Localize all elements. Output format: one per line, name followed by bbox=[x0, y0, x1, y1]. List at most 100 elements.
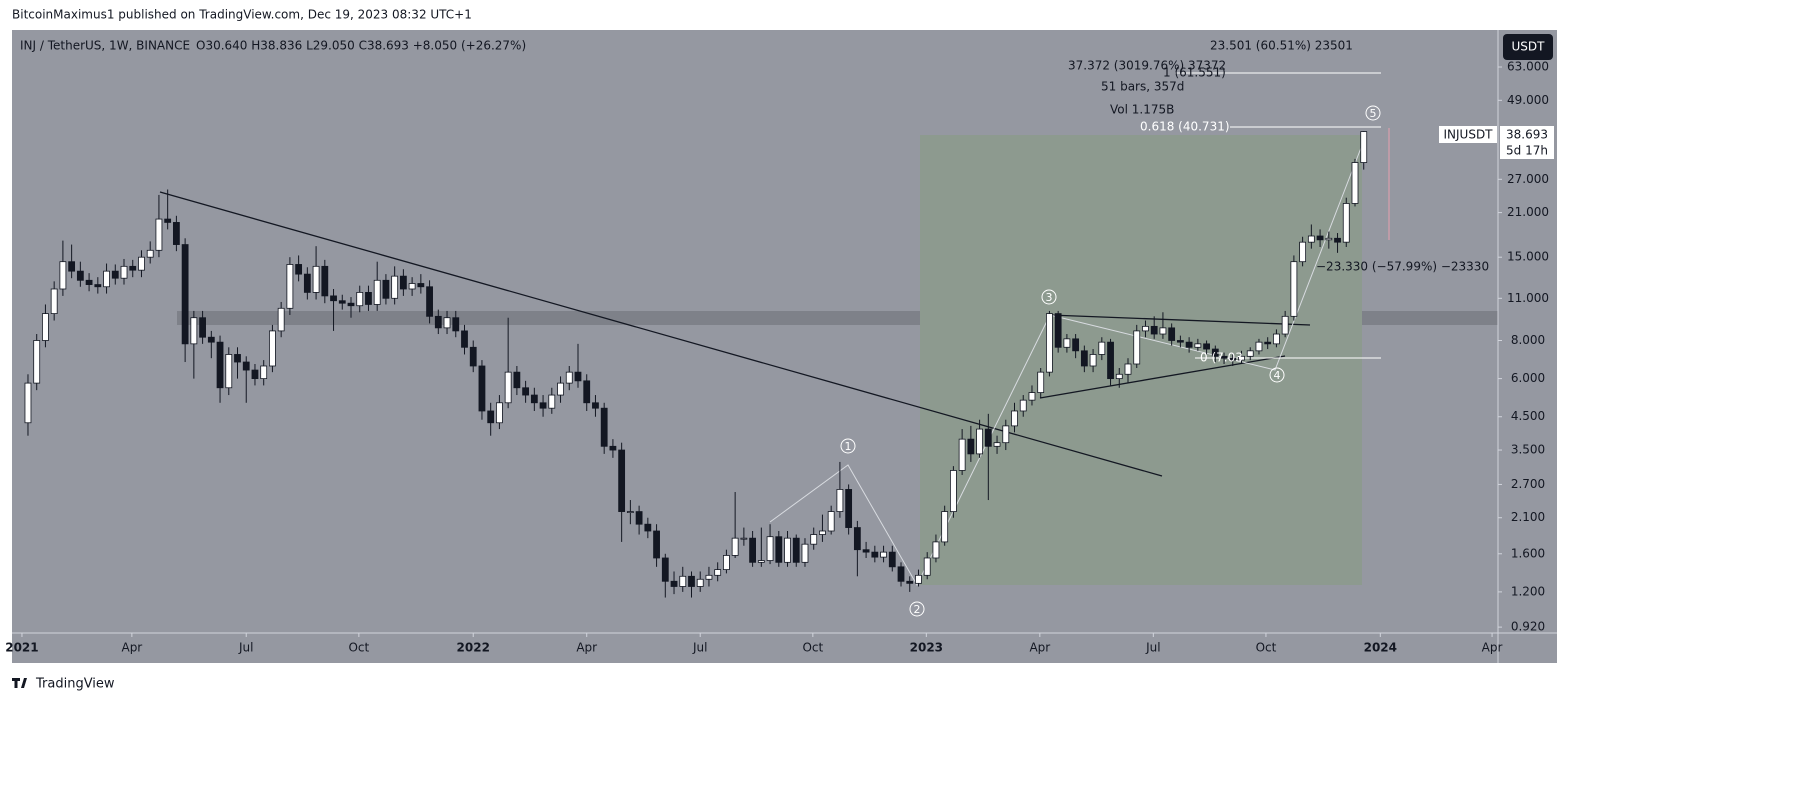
candle-body bbox=[260, 365, 268, 380]
candle-body bbox=[696, 578, 704, 587]
x-tick-label: Oct bbox=[348, 641, 369, 655]
candle-body bbox=[42, 313, 49, 341]
candle-body bbox=[1307, 235, 1315, 243]
candle-body bbox=[845, 489, 853, 528]
candle-body bbox=[391, 275, 399, 299]
candle-body bbox=[714, 569, 722, 576]
candle-body bbox=[618, 449, 626, 512]
candle-body bbox=[76, 270, 84, 281]
candle-body bbox=[801, 543, 809, 563]
candle-body bbox=[277, 307, 285, 332]
candle-body bbox=[583, 380, 591, 404]
time-axis: 2021 Apr Jul Oct 2022 Apr Jul Oct 2023 Apr Jul Oct 2… bbox=[5, 633, 1503, 655]
candle-body bbox=[1002, 425, 1010, 444]
candle-body bbox=[487, 410, 495, 424]
x-tick-label: Jul bbox=[692, 641, 707, 655]
wave-label: 2 bbox=[909, 601, 925, 617]
candle-body bbox=[1089, 354, 1097, 367]
candle-body bbox=[1011, 410, 1018, 427]
candle-body bbox=[120, 265, 128, 279]
x-tick-label: Jul bbox=[1145, 641, 1160, 655]
candle-body bbox=[862, 549, 870, 553]
candle-body bbox=[321, 265, 329, 297]
y-tick-label: 6.000 bbox=[1511, 371, 1545, 385]
candle-body bbox=[906, 580, 914, 584]
candle-body bbox=[1360, 131, 1368, 163]
candle-body bbox=[1194, 343, 1202, 348]
x-tick-label: 2023 bbox=[910, 641, 943, 655]
x-tick-label: Apr bbox=[121, 641, 142, 655]
candle-body bbox=[1290, 261, 1298, 317]
candle-body bbox=[810, 534, 818, 545]
candle-body bbox=[1168, 327, 1176, 341]
candle-body bbox=[303, 273, 311, 293]
candle-body bbox=[347, 302, 355, 307]
candle-body bbox=[539, 402, 547, 409]
candle-body bbox=[784, 537, 791, 563]
candle-body bbox=[1203, 343, 1210, 350]
candle-body bbox=[1246, 350, 1254, 357]
candle-body bbox=[382, 279, 390, 299]
candle-body bbox=[68, 261, 76, 272]
symbol-tag bbox=[1439, 126, 1497, 143]
currency-button[interactable] bbox=[1503, 34, 1553, 60]
y-tick-label: 27.000 bbox=[1507, 172, 1549, 186]
candle-body bbox=[295, 264, 303, 275]
candle-body bbox=[269, 330, 276, 367]
y-tick-label: 4.500 bbox=[1511, 409, 1545, 423]
candle-body bbox=[417, 283, 425, 288]
candle-body bbox=[880, 551, 887, 558]
candle-body bbox=[181, 244, 189, 345]
candle-body bbox=[915, 574, 922, 584]
candle-body bbox=[146, 249, 154, 258]
annotations: 23.501 (60.51%) 23501 37.372 (3019.76%) … bbox=[840, 39, 1489, 617]
candle-body bbox=[609, 445, 617, 451]
candle-body bbox=[373, 279, 381, 305]
candle-body bbox=[757, 560, 765, 563]
candle-body bbox=[1115, 373, 1123, 380]
y-tick-label: 2.700 bbox=[1511, 477, 1545, 491]
annotation: 51 bars, 357d bbox=[1101, 80, 1184, 94]
candle-body bbox=[897, 566, 905, 582]
x-tick-label: 2022 bbox=[457, 641, 490, 655]
candle-body bbox=[496, 402, 503, 424]
candle-body bbox=[530, 394, 538, 404]
candle-body bbox=[723, 555, 730, 570]
candle-body bbox=[1072, 338, 1080, 352]
candle-body bbox=[1273, 333, 1280, 345]
candle-body bbox=[356, 292, 364, 307]
candle-body bbox=[216, 341, 224, 389]
candle-body bbox=[949, 470, 957, 512]
candle-body bbox=[452, 317, 460, 332]
candle-body bbox=[775, 536, 783, 563]
candle-body bbox=[1238, 355, 1245, 361]
symbol-label: INJUSDT bbox=[1443, 128, 1493, 142]
candle-body bbox=[155, 218, 163, 251]
wave-label: 5 bbox=[1365, 105, 1381, 121]
candle-body bbox=[522, 387, 530, 396]
footer-text: TradingView bbox=[35, 677, 115, 692]
candle-body bbox=[434, 315, 442, 329]
candle-body bbox=[853, 527, 861, 551]
candle-body bbox=[749, 537, 756, 563]
candle-body bbox=[85, 279, 93, 285]
annotation: 0 (7.03 bbox=[1200, 351, 1243, 365]
candle-body bbox=[1098, 341, 1106, 355]
candle-body bbox=[1220, 355, 1228, 359]
candle-body bbox=[984, 428, 992, 447]
candle-body bbox=[1080, 350, 1088, 367]
candle-body bbox=[129, 265, 137, 271]
candle-body bbox=[1229, 357, 1237, 361]
x-tick-label: Apr bbox=[576, 641, 597, 655]
currency-label[interactable]: USDT bbox=[1512, 40, 1546, 54]
annotation: 1 (61.551) bbox=[1163, 66, 1226, 80]
candle-body bbox=[941, 511, 949, 543]
y-tick-label: 63.000 bbox=[1507, 60, 1549, 74]
y-tick-label: 2.100 bbox=[1511, 510, 1545, 524]
y-tick-label: 1.600 bbox=[1511, 546, 1545, 560]
candle-body bbox=[670, 580, 678, 587]
drawings bbox=[159, 72, 1390, 587]
candle-body bbox=[138, 256, 145, 271]
candle-body bbox=[1176, 340, 1184, 343]
range-box bbox=[920, 135, 1362, 585]
